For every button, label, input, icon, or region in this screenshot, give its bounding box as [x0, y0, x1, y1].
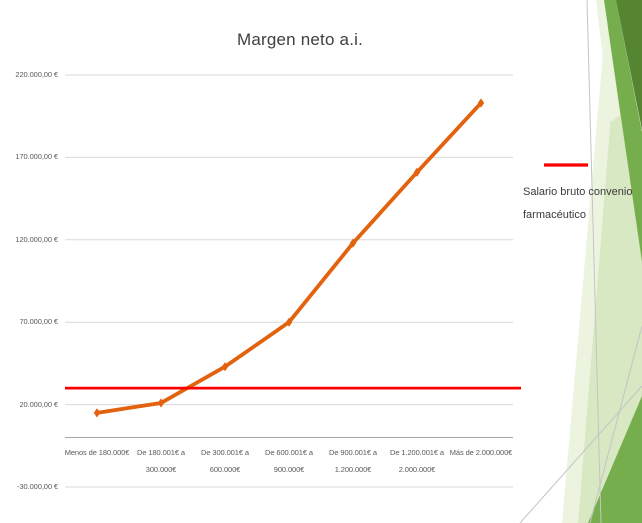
data-point-marker	[413, 167, 421, 177]
data-point-marker	[285, 317, 293, 327]
y-axis-label: 70.000,00 €	[19, 317, 58, 327]
category-label-line: 1.200.000€	[334, 465, 372, 474]
category-label-line: De 600.001€ a	[265, 448, 313, 457]
facet-line-diagonal-2	[589, 325, 642, 523]
y-axis-label: 220.000,00 €	[15, 70, 58, 79]
chart-title: Margen neto a.i.	[236, 30, 364, 49]
category-label: De 1.200.001€ a 2.000.000€	[381, 444, 453, 478]
chart-legend: Salario bruto convenio farmacéutico	[523, 163, 641, 227]
category-label: Más de 2.000.000€	[445, 444, 517, 461]
category-label-line: De 900.001€ a	[329, 448, 377, 457]
category-label-line: Menos de 180.000€	[64, 448, 130, 457]
category-label-line: De 180.001€ a	[137, 448, 185, 457]
facet-sliver-pale	[562, 30, 613, 523]
facet-triangle-dark	[616, 0, 642, 130]
y-axis-label: 170.000,00 €	[15, 152, 58, 162]
category-label: De 600.001€ a 900.000€	[253, 444, 325, 478]
legend-red-line-swatch	[544, 163, 588, 167]
facet-triangle-bottom-medium	[588, 396, 642, 523]
legend-label-line1: Salario bruto convenio	[523, 186, 633, 198]
legend-label-line2: farmacéutico	[523, 209, 586, 221]
data-point-marker	[157, 398, 165, 408]
category-label-line: De 300.001€ a	[201, 448, 249, 457]
data-point-marker	[93, 408, 101, 418]
category-label-line: De 1.200.001€ a	[390, 448, 444, 457]
category-label-line: 600.000€	[209, 465, 241, 474]
data-point-marker	[221, 362, 229, 372]
y-axis-label: -30.000,00 €	[17, 482, 58, 491]
category-label: De 900.001€ a 1.200.000€	[317, 444, 389, 478]
category-label-line: 300.000€	[145, 465, 177, 474]
data-point-marker	[349, 238, 357, 248]
facet-band-medium	[604, 0, 642, 262]
y-axis-label: 120.000,00 €	[15, 234, 58, 244]
series-line-margen-neto	[95, 101, 483, 415]
category-label-line: 2.000.000€	[398, 465, 436, 474]
category-label: De 300.001€ a 600.000€	[189, 444, 261, 478]
category-label: Menos de 180.000€	[61, 444, 133, 461]
facet-line-vertical	[586, 0, 602, 523]
legend-label: Salario bruto convenio farmacéutico	[523, 181, 641, 227]
y-axis-label: 20.000,00 €	[19, 399, 58, 409]
category-label-line: 900.000€	[273, 465, 305, 474]
facet-sliver-pale-top	[596, 0, 620, 122]
facet-line-diagonal-1	[519, 385, 642, 523]
category-label: De 180.001€ a 300.000€	[125, 444, 197, 478]
data-point-marker	[477, 98, 485, 108]
category-label-line: Más de 2.000.000€	[449, 448, 513, 457]
